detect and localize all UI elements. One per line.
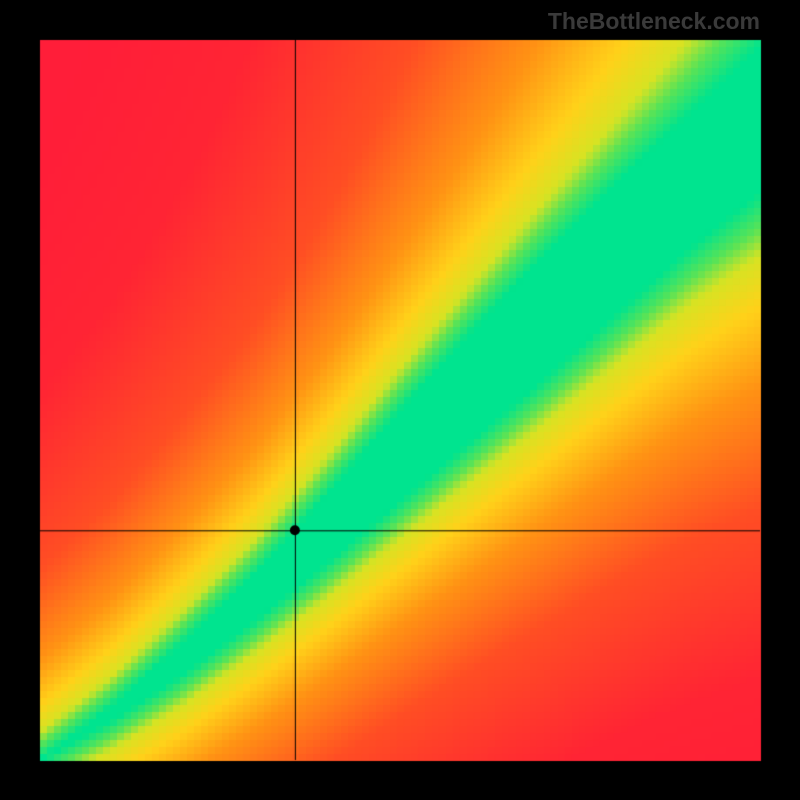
watermark-text: TheBottleneck.com bbox=[548, 8, 760, 35]
chart-container: TheBottleneck.com bbox=[0, 0, 800, 800]
heatmap-canvas bbox=[0, 0, 800, 800]
